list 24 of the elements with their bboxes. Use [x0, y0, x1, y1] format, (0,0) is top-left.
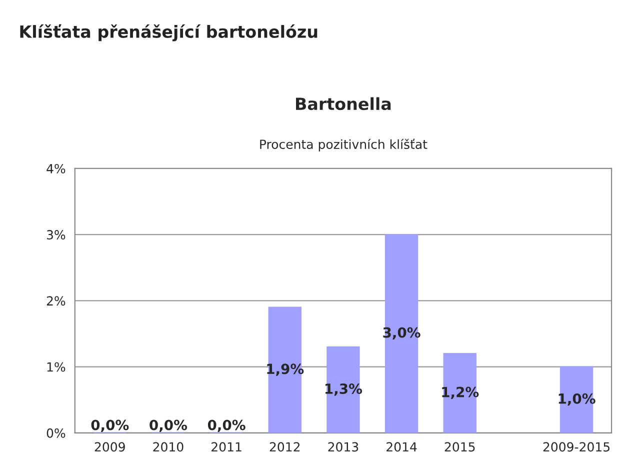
x-tick-label: 2010 — [153, 442, 184, 452]
chart-subtitle: Procenta pozitivních klíšťat — [260, 138, 428, 152]
data-label: 3,0% — [383, 327, 420, 340]
data-label: 1,9% — [267, 364, 304, 376]
y-tick-label: 3% — [46, 230, 66, 240]
text: Klíšťata přenášející bartonelózu — [20, 24, 318, 42]
x-tick-label: 2015 — [444, 442, 475, 452]
data-label: 1,2% — [442, 386, 479, 400]
y-tick-label: 0% — [46, 428, 66, 438]
data-label: 1,0% — [558, 393, 596, 406]
x-tick-label: 2012 — [270, 442, 300, 452]
y-tick-label: 2% — [46, 296, 66, 306]
x-tick-label: 2013 — [328, 442, 358, 452]
data-label: 0,0% — [208, 420, 246, 432]
data-label: 0,0% — [150, 420, 188, 432]
x-tick-label: 2009 — [94, 442, 125, 452]
y-tick-label: 4% — [46, 164, 66, 174]
x-tick-label: 2011 — [212, 442, 242, 452]
data-label: 1,3% — [326, 383, 362, 396]
x-tick-label: 2014 — [386, 442, 417, 452]
y-tick-label: 1% — [47, 362, 66, 372]
chart-title: Bartonella — [296, 97, 391, 110]
data-label: 0,0% — [91, 420, 129, 432]
x-tick-label: 2009-2015 — [543, 442, 610, 452]
